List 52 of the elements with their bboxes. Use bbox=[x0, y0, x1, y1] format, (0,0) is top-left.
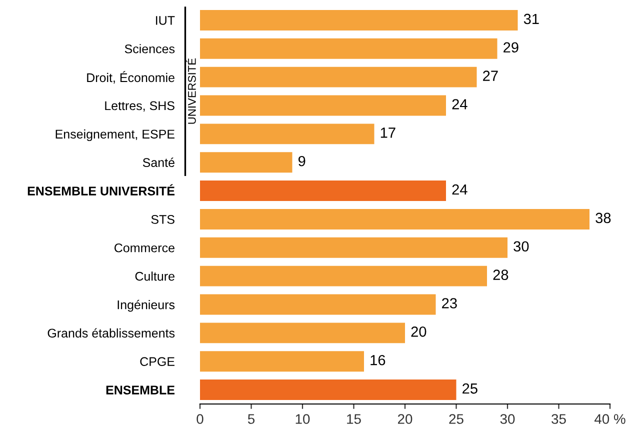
y-tick-label: Ingénieurs bbox=[118, 300, 175, 312]
bar bbox=[200, 152, 292, 173]
x-tick-label: 20 bbox=[398, 414, 412, 424]
data-label: 25 bbox=[462, 383, 478, 394]
x-tick-label: 15 bbox=[347, 414, 361, 424]
data-label: 24 bbox=[452, 184, 468, 195]
y-tick-label: Santé bbox=[142, 158, 174, 168]
y-tick-label: Lettres, SHS bbox=[105, 101, 174, 112]
y-tick-label: STS bbox=[151, 215, 174, 224]
y-tick-label: Commerce bbox=[114, 243, 174, 252]
data-label: 9 bbox=[298, 156, 306, 166]
data-label: 20 bbox=[411, 326, 426, 337]
bar bbox=[200, 266, 487, 286]
data-label: 16 bbox=[370, 354, 386, 366]
bar bbox=[200, 66, 477, 88]
x-tick-label: 35 bbox=[552, 414, 566, 424]
y-tick-label: CPGE bbox=[140, 357, 174, 366]
bar bbox=[200, 294, 436, 315]
bar bbox=[200, 95, 446, 116]
x-tick-label: 25 bbox=[449, 414, 464, 424]
x-tick-label: 0 bbox=[196, 414, 204, 424]
bar bbox=[200, 322, 405, 344]
data-label: 27 bbox=[483, 70, 498, 81]
bar bbox=[200, 208, 590, 230]
data-label: 17 bbox=[380, 128, 396, 138]
data-label: 24 bbox=[452, 99, 468, 110]
x-tick-label: 30 bbox=[500, 414, 515, 424]
data-label: 38 bbox=[596, 212, 611, 224]
y-tick-label: Culture bbox=[135, 272, 174, 281]
bar bbox=[200, 380, 456, 400]
y-tick-label: Droit, Économie bbox=[87, 71, 174, 84]
bar bbox=[200, 38, 498, 59]
y-tick-label: Grands établissements bbox=[48, 328, 175, 338]
data-label: 23 bbox=[442, 298, 457, 308]
x-tick-label: 40 % bbox=[594, 414, 626, 424]
data-label: 30 bbox=[514, 241, 529, 252]
data-label: 28 bbox=[493, 270, 508, 280]
bar bbox=[200, 10, 518, 30]
bar bbox=[200, 180, 446, 202]
x-tick-label: 5 bbox=[248, 414, 255, 424]
bar bbox=[200, 124, 374, 144]
y-tick-label: IUT bbox=[156, 16, 175, 25]
y-tick-label: ENSEMBLE UNIVERSITÉ bbox=[28, 184, 175, 196]
bar bbox=[200, 237, 508, 258]
bar bbox=[200, 351, 364, 372]
y-tick-label: ENSEMBLE bbox=[106, 386, 175, 394]
data-label: 31 bbox=[524, 14, 539, 24]
x-tick-label: 10 bbox=[296, 414, 310, 424]
y-tick-label: Enseignement, ESPE bbox=[56, 129, 174, 142]
data-label: 29 bbox=[504, 42, 518, 53]
y-tick-label: Sciences bbox=[124, 44, 175, 54]
text: UNIVERSITÉ bbox=[186, 58, 196, 124]
